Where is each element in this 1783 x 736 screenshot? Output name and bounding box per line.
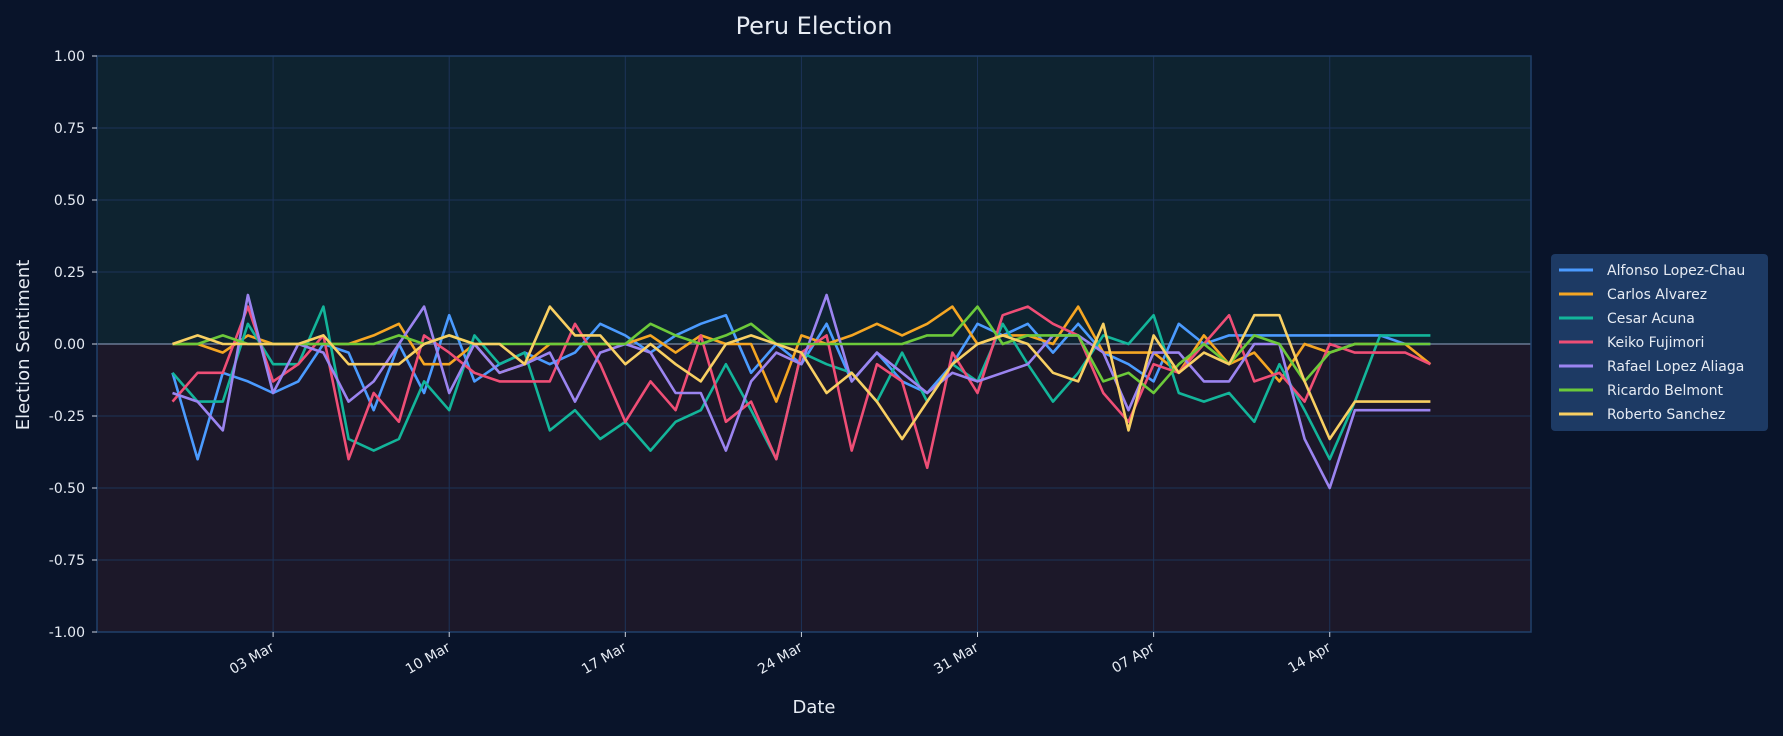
- y-tick-label: -0.50: [49, 481, 85, 497]
- y-tick-label: -0.25: [49, 409, 85, 425]
- y-tick-label: 0.00: [54, 337, 85, 353]
- legend-label: Keiko Fujimori: [1607, 335, 1704, 351]
- legend-label: Cesar Acuna: [1607, 311, 1695, 327]
- legend-label: Alfonso Lopez-Chau: [1607, 263, 1745, 279]
- legend-label: Carlos Alvarez: [1607, 287, 1707, 303]
- series-line: [172, 305, 1432, 403]
- legend-label: Ricardo Belmont: [1607, 383, 1723, 399]
- y-tick-label: 1.00: [54, 49, 85, 65]
- y-tick-label: 0.25: [54, 265, 85, 281]
- series-lines: [171, 293, 1432, 490]
- legend-label: Rafael Lopez Aliaga: [1607, 359, 1744, 375]
- y-axis-label: Election Sentiment: [13, 260, 34, 431]
- series-line: [172, 293, 1431, 490]
- y-tick-label: 0.75: [54, 121, 85, 137]
- y-tick-label: 0.50: [54, 193, 85, 209]
- series-line: [172, 305, 1431, 395]
- legend-label: Roberto Sanchez: [1607, 407, 1725, 423]
- legend: Alfonso Lopez-Chau Carlos Alvarez Cesar Ac…: [1551, 254, 1768, 431]
- legend-box: [1551, 254, 1768, 431]
- y-axis-ticks: 1.00 0.75 0.50 0.25 0.00 -0.25 -0.50 -0.75 -1.00: [49, 49, 97, 641]
- chart-title: Peru Election: [736, 12, 893, 40]
- y-tick-label: -1.00: [49, 625, 85, 641]
- y-tick-label: -0.75: [49, 553, 85, 569]
- x-axis-label: Date: [792, 697, 835, 718]
- series-line: [172, 305, 1431, 441]
